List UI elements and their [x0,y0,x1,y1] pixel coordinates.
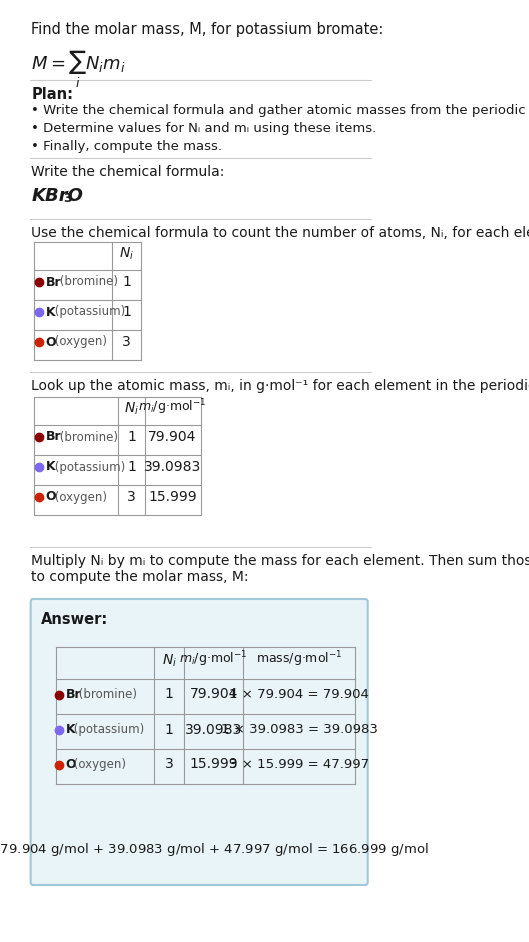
Text: (oxygen): (oxygen) [51,335,107,349]
Text: $M = \sum_i N_i m_i$: $M = \sum_i N_i m_i$ [31,49,126,90]
Text: 3: 3 [165,757,174,771]
Text: 79.904: 79.904 [148,430,197,444]
Text: Answer:: Answer: [41,612,108,627]
Text: Write the chemical formula:: Write the chemical formula: [31,165,225,179]
Text: $m_i$/g·mol$^{-1}$: $m_i$/g·mol$^{-1}$ [179,649,248,669]
Text: 39.0983: 39.0983 [185,723,242,737]
Text: 79.904: 79.904 [189,688,238,702]
Text: to compute the molar mass, M:: to compute the molar mass, M: [31,570,249,584]
Text: • Write the chemical formula and gather atomic masses from the periodic table.: • Write the chemical formula and gather … [31,104,529,117]
Text: (bromine): (bromine) [56,275,117,288]
Text: (potassium): (potassium) [51,461,125,474]
Text: K: K [46,305,56,318]
Text: 1: 1 [127,430,136,444]
Text: Multiply Nᵢ by mᵢ to compute the mass for each element. Then sum those values: Multiply Nᵢ by mᵢ to compute the mass fo… [31,554,529,568]
Text: $N_i$: $N_i$ [119,246,134,262]
Text: O: O [66,758,76,771]
Text: 1 × 79.904 = 79.904: 1 × 79.904 = 79.904 [229,688,369,701]
Text: 15.999: 15.999 [189,757,238,771]
Text: 1: 1 [127,460,136,474]
Text: 3: 3 [127,490,136,504]
Text: 15.999: 15.999 [148,490,197,504]
Text: 1: 1 [122,275,131,289]
Text: (potassium): (potassium) [70,723,145,736]
Text: 3: 3 [63,192,71,205]
Text: (oxygen): (oxygen) [51,491,107,504]
Text: (oxygen): (oxygen) [70,758,126,771]
Text: 39.0983: 39.0983 [144,460,201,474]
Text: KBrO: KBrO [31,187,83,205]
Text: O: O [46,491,57,504]
Text: Br: Br [46,430,61,444]
Text: K: K [46,461,56,474]
Text: (bromine): (bromine) [56,430,117,444]
FancyBboxPatch shape [31,599,368,885]
Text: $N_i$: $N_i$ [124,400,139,417]
Text: (potassium): (potassium) [51,305,125,318]
Text: Use the chemical formula to count the number of atoms, Nᵢ, for each element:: Use the chemical formula to count the nu… [31,226,529,240]
Text: • Determine values for Nᵢ and mᵢ using these items.: • Determine values for Nᵢ and mᵢ using t… [31,122,377,135]
Text: $N_i$: $N_i$ [162,653,177,669]
Text: $m_i$/g·mol$^{-1}$: $m_i$/g·mol$^{-1}$ [138,398,207,416]
Text: mass/g·mol$^{-1}$: mass/g·mol$^{-1}$ [256,649,342,669]
Text: 1: 1 [165,688,174,702]
Text: Look up the atomic mass, mᵢ, in g·mol⁻¹ for each element in the periodic table:: Look up the atomic mass, mᵢ, in g·mol⁻¹ … [31,379,529,393]
Text: Br: Br [46,275,61,288]
Text: (bromine): (bromine) [76,688,138,701]
Text: K: K [66,723,75,736]
Text: Find the molar mass, M, for potassium bromate:: Find the molar mass, M, for potassium br… [31,22,384,37]
Text: 1 × 39.0983 = 39.0983: 1 × 39.0983 = 39.0983 [221,723,378,736]
Text: • Finally, compute the mass.: • Finally, compute the mass. [31,140,222,153]
Text: 1: 1 [122,305,131,319]
Text: Br: Br [66,688,81,701]
Text: 3: 3 [122,335,131,349]
Text: $M$ = 79.904 g/mol + 39.0983 g/mol + 47.997 g/mol = 166.999 g/mol: $M$ = 79.904 g/mol + 39.0983 g/mol + 47.… [0,841,429,858]
Text: 3 × 15.999 = 47.997: 3 × 15.999 = 47.997 [229,758,369,771]
Text: Plan:: Plan: [31,87,74,102]
Text: O: O [46,335,57,349]
Text: 1: 1 [165,723,174,737]
